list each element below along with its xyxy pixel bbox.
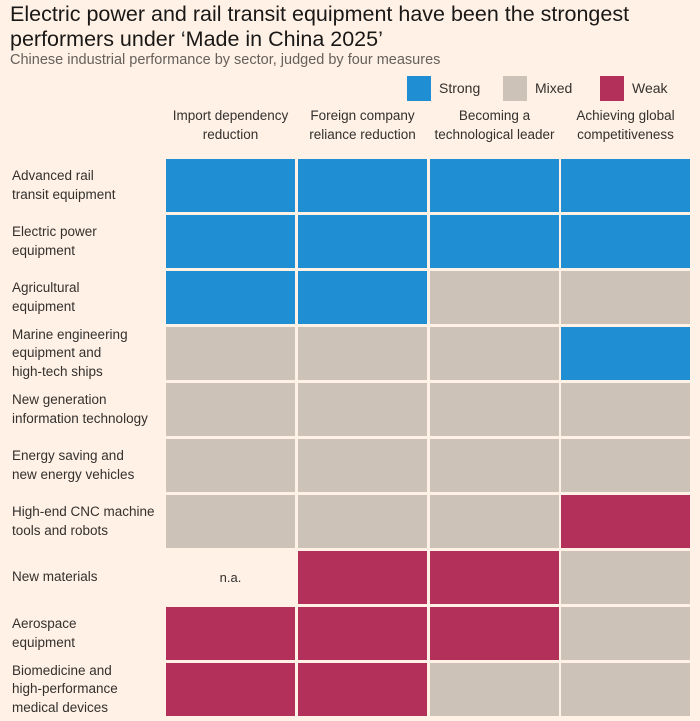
heatmap-cell	[561, 215, 690, 268]
legend-label-mixed: Mixed	[535, 80, 573, 96]
heatmap-cell	[430, 607, 559, 660]
row-label: Agricultural equipment	[12, 271, 162, 324]
heatmap-cell	[430, 551, 559, 604]
heatmap-cell	[166, 663, 295, 716]
row-label-line: New generation	[12, 392, 107, 407]
row-label: Aerospace equipment	[12, 607, 162, 660]
legend-swatch-strong	[407, 76, 431, 101]
column-header-line: Becoming a	[458, 108, 531, 123]
row-label-line: New materials	[12, 569, 98, 585]
row-label: Marine engineering equipment and high-tech…	[12, 327, 162, 380]
column-header: Becoming a technological leader	[430, 106, 560, 144]
heatmap-cell	[298, 439, 427, 492]
row-label-line: equipment	[12, 298, 76, 314]
legend: Strong Mixed Weak	[0, 76, 700, 102]
row-label: High-end CNC machine tools and robots	[12, 495, 162, 548]
row-label-line: Electric power	[12, 224, 97, 239]
heatmap-cell	[298, 551, 427, 604]
heatmap-cell	[298, 607, 427, 660]
heatmap-cell	[430, 327, 559, 380]
row-label: Energy saving and new energy vehicles	[12, 439, 162, 492]
row-label-line: Marine engineering	[12, 326, 128, 342]
column-header: Achieving global competitiveness	[561, 106, 691, 144]
column-header: Foreign company reliance reduction	[298, 106, 428, 144]
heatmap-cell	[430, 271, 559, 324]
heatmap-cell	[166, 327, 295, 380]
row-label-line: high-performance	[12, 681, 118, 697]
row-label: Biomedicine and high-performance medical d…	[12, 663, 162, 716]
row-label: New materials	[12, 551, 162, 604]
heatmap-cell	[561, 607, 690, 660]
row-label-line: Aerospace	[12, 616, 77, 631]
legend-label-strong: Strong	[439, 80, 481, 96]
legend-label-weak: Weak	[632, 80, 668, 96]
row-label: New generation information technology	[12, 383, 162, 436]
row-label-line: Biomedicine and	[12, 662, 112, 678]
heatmap-cell	[166, 383, 295, 436]
heatmap-cell	[166, 271, 295, 324]
heatmap-cell	[166, 215, 295, 268]
column-header-line: Achieving global	[576, 108, 675, 123]
row-label-line: transit equipment	[12, 186, 116, 202]
heatmap-cell	[298, 271, 427, 324]
row-label-line: equipment	[12, 242, 76, 258]
heatmap-cell	[430, 663, 559, 716]
row-label: Advanced rail transit equipment	[12, 159, 162, 212]
column-header: Import dependency reduction	[166, 106, 296, 144]
heatmap-cell	[298, 663, 427, 716]
row-label-line: high-tech ships	[12, 363, 103, 379]
heatmap-cell	[561, 159, 690, 212]
row-label: Electric power equipment	[12, 215, 162, 268]
heatmap-cell	[561, 663, 690, 716]
column-header-line: reduction	[202, 127, 259, 142]
row-label-line: information technology	[12, 410, 148, 426]
row-label-line: Agricultural	[12, 280, 80, 295]
chart-subtitle: Chinese industrial performance by sector…	[10, 52, 441, 68]
heatmap-cell	[561, 271, 690, 324]
heatmap-cell	[166, 439, 295, 492]
heatmap-cell	[166, 495, 295, 548]
column-header-line: reliance reduction	[309, 127, 416, 142]
column-header-line: technological leader	[434, 127, 555, 142]
heatmap-cell	[298, 495, 427, 548]
heatmap-cell	[166, 159, 295, 212]
row-label-line: new energy vehicles	[12, 466, 135, 482]
heatmap-cell	[430, 383, 559, 436]
heatmap-cell	[166, 607, 295, 660]
heatmap-cell-na: n.a.	[166, 551, 295, 604]
row-label-line: Advanced rail	[12, 168, 94, 183]
heatmap-cell	[561, 327, 690, 380]
row-label-line: equipment	[12, 634, 76, 650]
row-label-line: tools and robots	[12, 522, 109, 538]
row-label-line: High-end CNC machine	[12, 504, 155, 519]
heatmap-cell	[298, 383, 427, 436]
row-label-line: medical devices	[12, 699, 109, 715]
heatmap-cell	[561, 551, 690, 604]
row-label-line: Energy saving and	[12, 448, 124, 463]
heatmap-cell	[561, 383, 690, 436]
row-label-line: equipment and	[12, 345, 102, 361]
heatmap-cell	[298, 159, 427, 212]
legend-swatch-weak	[600, 76, 624, 101]
heatmap-cell	[430, 495, 559, 548]
column-header-line: Import dependency	[172, 108, 289, 123]
heatmap-cell	[561, 439, 690, 492]
heatmap-cell	[430, 439, 559, 492]
heatmap-cell	[430, 159, 559, 212]
heatmap-cell	[298, 215, 427, 268]
heatmap-cell	[561, 495, 690, 548]
column-header-line: Foreign company	[310, 108, 415, 123]
heatmap-cell	[430, 215, 559, 268]
chart-title: Electric power and rail transit equipmen…	[10, 2, 630, 51]
column-header-line: competitiveness	[577, 127, 674, 142]
legend-swatch-mixed	[503, 76, 527, 101]
heatmap-cell	[298, 327, 427, 380]
